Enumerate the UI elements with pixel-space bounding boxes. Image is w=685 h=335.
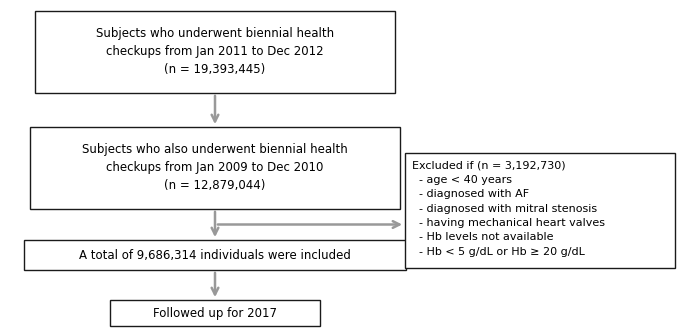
Bar <box>405 152 675 268</box>
Bar <box>35 11 395 93</box>
Bar <box>30 127 400 209</box>
Text: Subjects who underwent biennial health
checkups from Jan 2011 to Dec 2012
(n = 1: Subjects who underwent biennial health c… <box>96 27 334 76</box>
Text: Followed up for 2017: Followed up for 2017 <box>153 307 277 320</box>
Text: A total of 9,686,314 individuals were included: A total of 9,686,314 individuals were in… <box>79 249 351 262</box>
Text: Excluded if (n = 3,192,730)
  - age < 40 years
  - diagnosed with AF
  - diagnos: Excluded if (n = 3,192,730) - age < 40 y… <box>412 160 605 257</box>
Bar <box>110 300 320 326</box>
Text: Subjects who also underwent biennial health
checkups from Jan 2009 to Dec 2010
(: Subjects who also underwent biennial hea… <box>82 143 348 193</box>
Bar <box>24 240 406 270</box>
